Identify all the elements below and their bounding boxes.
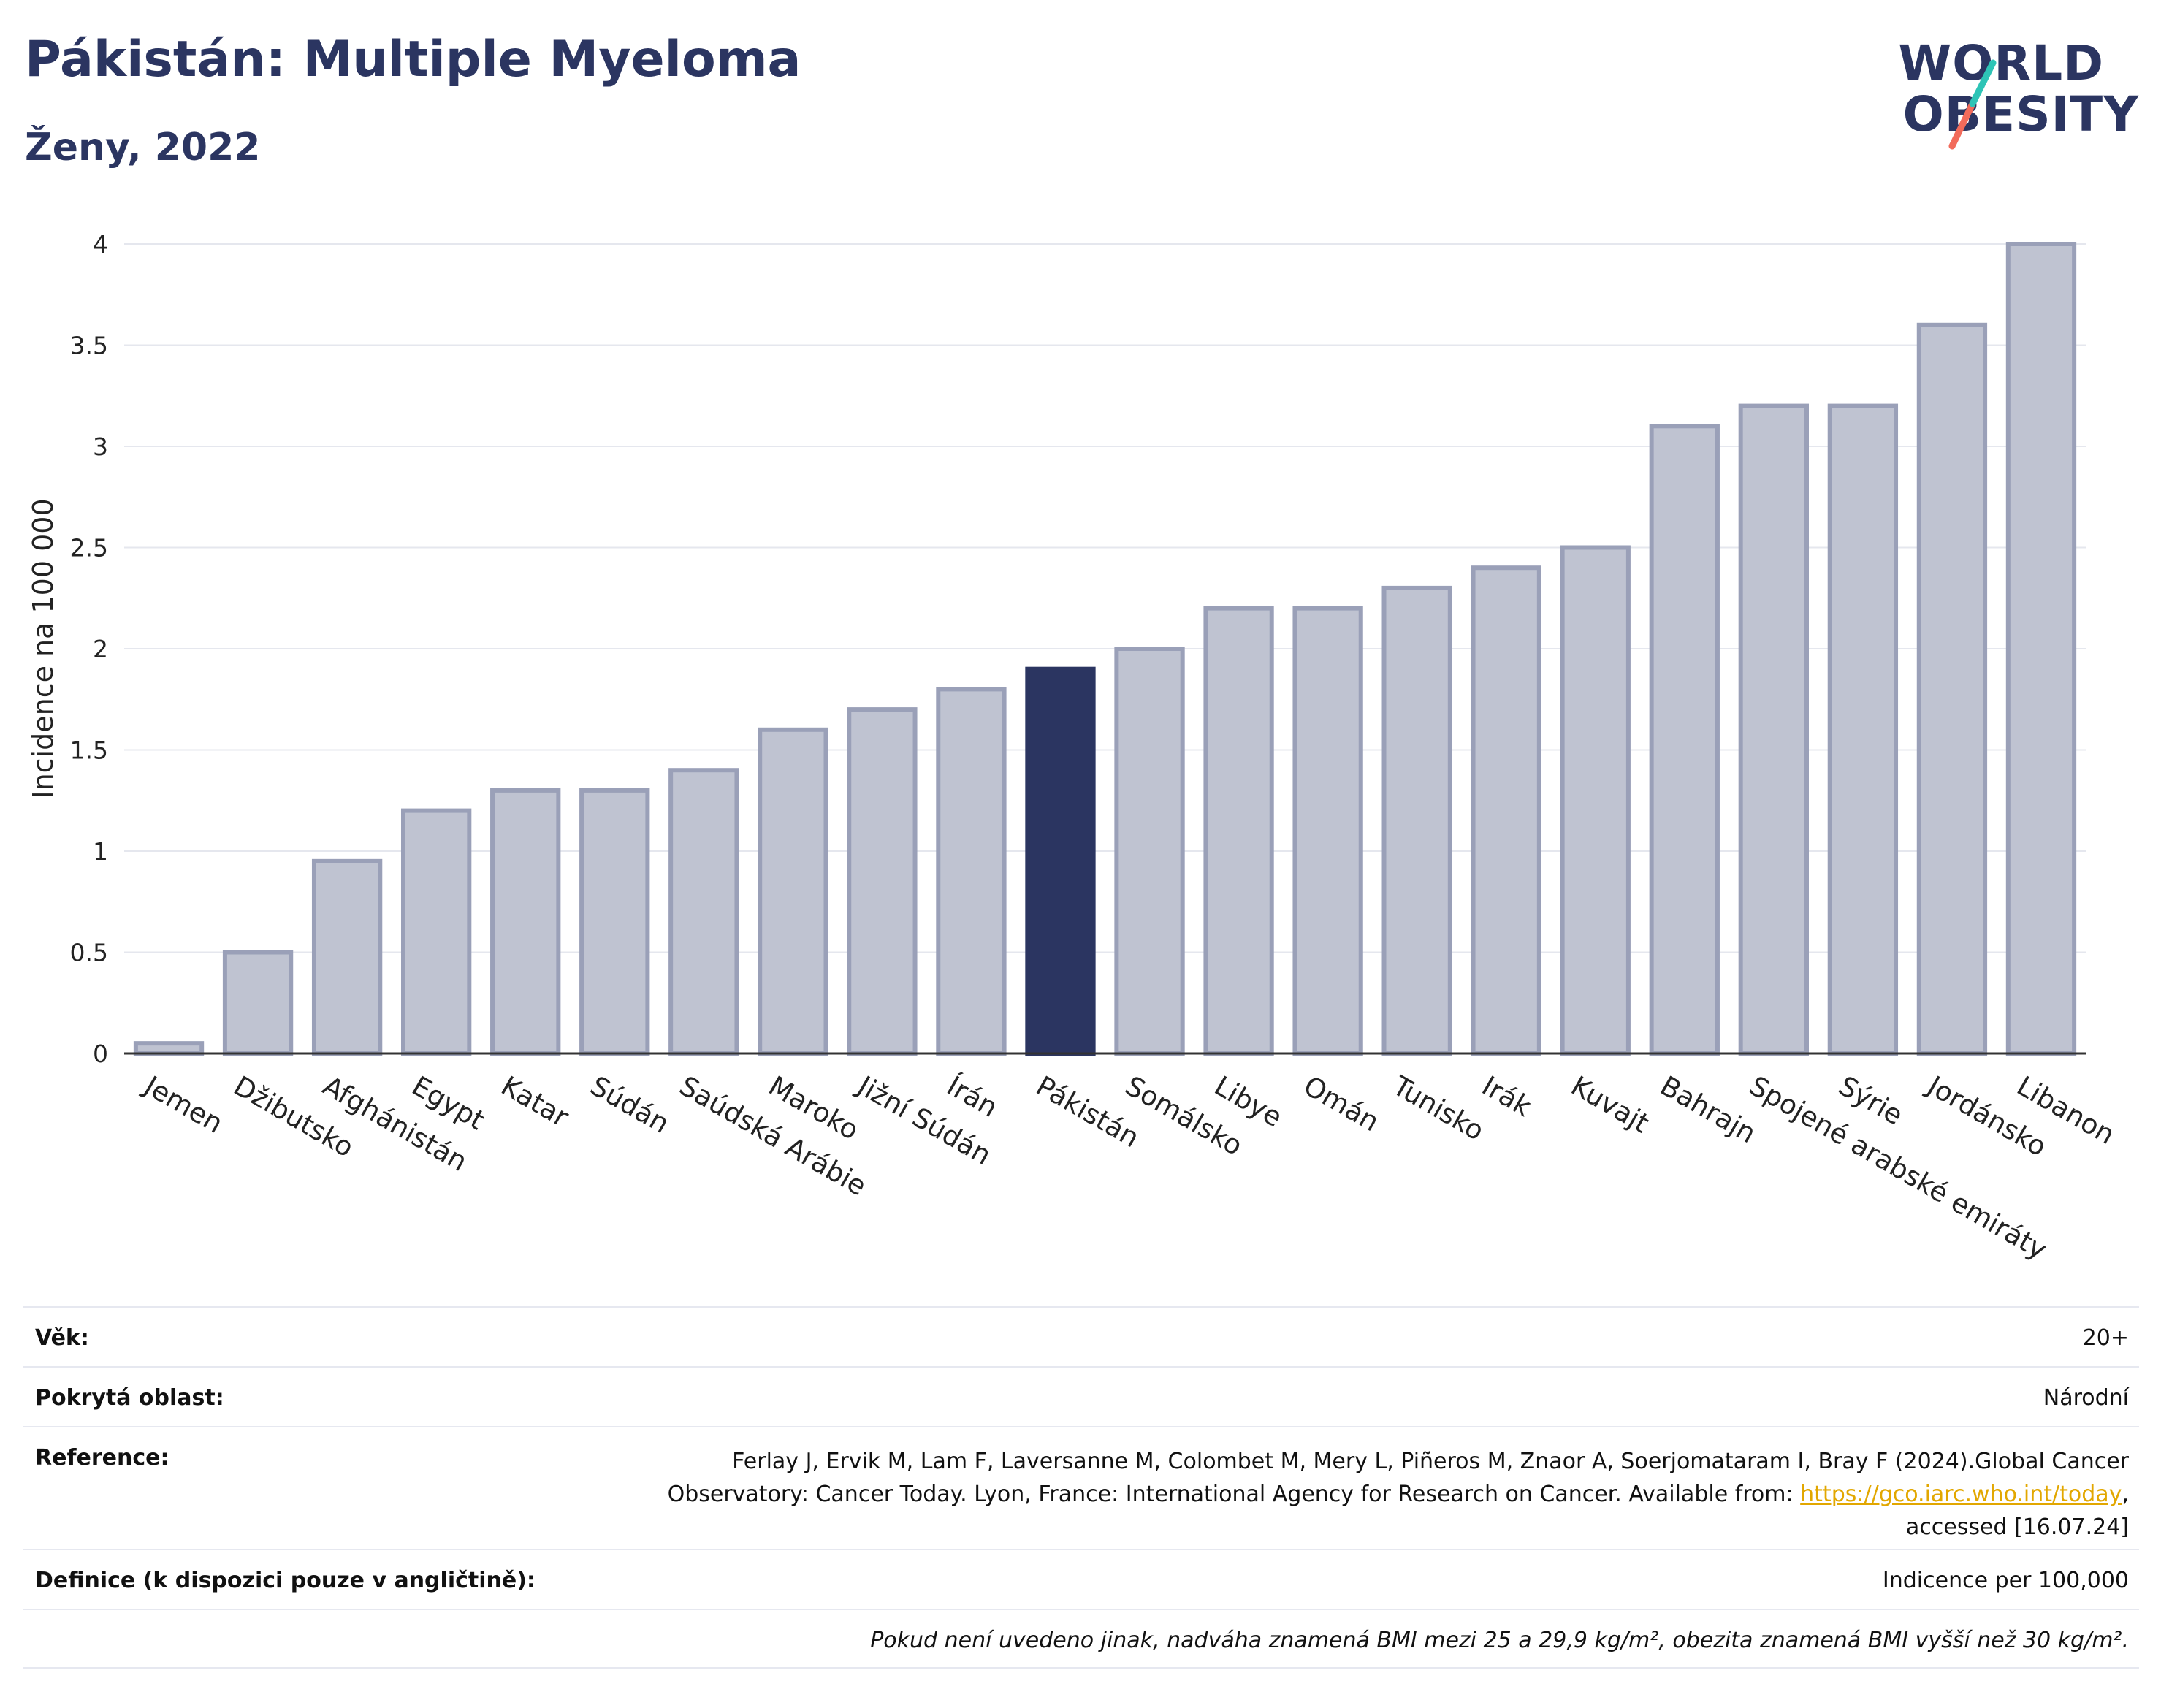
bar <box>1203 606 1274 1056</box>
reference-line-2: Observatory: Cancer Today. Lyon, France:… <box>23 1478 2129 1511</box>
age-value: 20+ <box>2082 1325 2129 1351</box>
bar <box>936 687 1007 1056</box>
y-tick-label: 0 <box>93 1040 108 1068</box>
area-value: Národní <box>2043 1385 2129 1411</box>
page-title: Pákistán: Multiple Myeloma <box>25 31 801 88</box>
logo-slash-icon <box>1948 59 1997 150</box>
age-label: Věk: <box>35 1325 89 1351</box>
bar <box>1827 403 1899 1056</box>
info-row-area: Pokrytá oblast: Národní <box>23 1366 2139 1426</box>
info-row-definition: Definice (k dispozici pouze v angličtině… <box>23 1549 2139 1609</box>
definition-value: Indicence per 100,000 <box>1882 1568 2129 1593</box>
world-obesity-logo: WORLD OBESITY <box>1891 22 2139 161</box>
bar <box>490 788 561 1056</box>
logo-line-1: WORLD <box>1898 35 2104 91</box>
info-row-age: Věk: 20+ <box>23 1306 2139 1366</box>
x-category-label: Bahrajn <box>1655 1070 1761 1150</box>
y-tick-label: 3.5 <box>70 332 108 360</box>
logo-line-2: OBESITY <box>1902 86 2139 142</box>
bar <box>758 727 828 1056</box>
area-label: Pokrytá oblast: <box>35 1385 224 1411</box>
bar <box>311 858 383 1056</box>
bar <box>579 788 650 1056</box>
x-category-label: Jemen <box>138 1070 229 1140</box>
y-tick-label: 2.5 <box>70 534 108 563</box>
y-tick-label: 1.5 <box>70 736 108 765</box>
bar <box>1292 606 1363 1056</box>
y-axis-ticks: 0 0.5 1 1.5 2 2.5 3 3.5 4 <box>70 230 108 1068</box>
y-tick-label: 2 <box>93 635 108 663</box>
reference-line-3: accessed [16.07.24] <box>1905 1514 2129 1540</box>
bar <box>1916 322 1988 1056</box>
reference-line-1: Ferlay J, Ervik M, Lam F, Laversanne M, … <box>732 1449 2129 1474</box>
bar <box>222 950 294 1056</box>
y-tick-label: 1 <box>93 837 108 866</box>
x-category-label: Tunisko <box>1387 1070 1489 1147</box>
bar <box>1738 403 1809 1056</box>
page-subtitle: Ženy, 2022 <box>25 126 261 169</box>
bars <box>133 242 2077 1056</box>
bar <box>1381 585 1452 1056</box>
bar <box>1560 545 1631 1056</box>
bar <box>1649 424 1720 1056</box>
x-category-label: Irák <box>1476 1070 1537 1124</box>
x-category-label: Pákistán <box>1031 1070 1145 1154</box>
y-tick-label: 0.5 <box>70 939 108 967</box>
reference-label: Reference: <box>35 1445 169 1471</box>
info-table: Věk: 20+ Pokrytá oblast: Národní Referen… <box>23 1306 2139 1669</box>
x-category-label: Omán <box>1298 1070 1384 1138</box>
bar <box>668 768 739 1056</box>
y-axis-label: Incidence na 100 000 <box>27 498 59 798</box>
y-tick-label: 3 <box>93 432 108 461</box>
reference-value: Ferlay J, Ervik M, Lam F, Laversanne M, … <box>23 1427 2139 1544</box>
info-row-note: Pokud není uvedeno jinak, nadváha znamen… <box>23 1609 2139 1669</box>
bar <box>401 808 472 1056</box>
reference-link[interactable]: https://gco.iarc.who.int/today <box>1800 1482 2122 1507</box>
bar-highlighted <box>1025 666 1096 1056</box>
reference-line-2-end: , <box>2122 1482 2129 1507</box>
bmi-note: Pokud není uvedeno jinak, nadváha znamen… <box>870 1628 2129 1653</box>
x-category-label: Kuvajt <box>1566 1070 1654 1140</box>
bar <box>133 1041 205 1056</box>
info-row-reference: Reference: Ferlay J, Ervik M, Lam F, Lav… <box>23 1426 2139 1549</box>
x-category-label: Katar <box>496 1070 575 1134</box>
x-category-label: Írán <box>942 1070 1004 1124</box>
bar <box>847 707 918 1056</box>
x-category-label: Súdán <box>585 1070 674 1140</box>
bar <box>1471 565 1541 1056</box>
bar-chart: 0 0.5 1 1.5 2 2.5 3 3.5 4 Jemen DžibutskoAfghánis… <box>27 230 2120 1266</box>
bar <box>1114 647 1185 1056</box>
definition-label: Definice (k dispozici pouze v angličtině… <box>35 1568 536 1593</box>
y-tick-label: 4 <box>93 230 108 259</box>
bar <box>2005 242 2077 1056</box>
reference-line-2-text: Observatory: Cancer Today. Lyon, France:… <box>667 1482 1801 1507</box>
